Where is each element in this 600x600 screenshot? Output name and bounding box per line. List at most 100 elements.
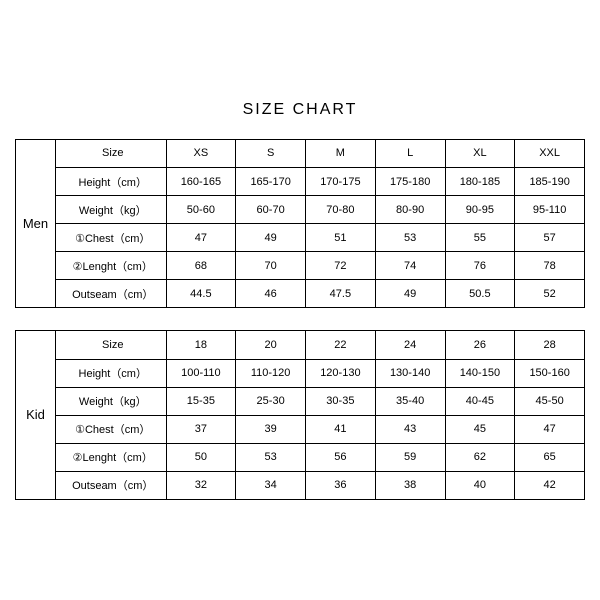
cell: 50 [166, 443, 236, 471]
cell: 165-170 [236, 168, 306, 196]
cell: 140-150 [445, 359, 515, 387]
cell: 90-95 [445, 196, 515, 224]
cell: 38 [375, 471, 445, 499]
cell: 53 [375, 224, 445, 252]
cell: 52 [515, 280, 585, 308]
cell: 25-30 [236, 387, 306, 415]
cell: 72 [306, 252, 376, 280]
table-row: Height（cm）100-110110-120120-130130-14014… [56, 359, 585, 387]
cell: 46 [236, 280, 306, 308]
cell: 49 [375, 280, 445, 308]
cell: 40 [445, 471, 515, 499]
cell: 62 [445, 443, 515, 471]
cell: 42 [515, 471, 585, 499]
row-label: ①Chest（cm） [56, 415, 166, 443]
cell: 40-45 [445, 387, 515, 415]
cell: 120-130 [306, 359, 376, 387]
men-chart: Men SizeXSSMLXLXXLHeight（cm）160-165165-1… [15, 139, 585, 309]
cell: 70-80 [306, 196, 376, 224]
men-table: SizeXSSMLXLXXLHeight（cm）160-165165-17017… [56, 140, 585, 309]
cell: 110-120 [236, 359, 306, 387]
cell: 80-90 [375, 196, 445, 224]
cell: 57 [515, 224, 585, 252]
cell: S [236, 140, 306, 168]
cell: 56 [306, 443, 376, 471]
cell: 18 [166, 331, 236, 359]
table-row: ①Chest（cm）474951535557 [56, 224, 585, 252]
table-row: SizeXSSMLXLXXL [56, 140, 585, 168]
table-row: Size182022242628 [56, 331, 585, 359]
cell: 28 [515, 331, 585, 359]
table-row: Outseam（cm）323436384042 [56, 471, 585, 499]
table-row: ②Lenght（cm）505356596265 [56, 443, 585, 471]
cell: XS [166, 140, 236, 168]
cell: 185-190 [515, 168, 585, 196]
row-label: Height（cm） [56, 168, 166, 196]
cell: 150-160 [515, 359, 585, 387]
table-row: Weight（kg）50-6060-7070-8080-9090-9595-11… [56, 196, 585, 224]
cell: 26 [445, 331, 515, 359]
cell: 180-185 [445, 168, 515, 196]
kid-chart: Kid Size182022242628Height（cm）100-110110… [15, 330, 585, 500]
cell: 45-50 [515, 387, 585, 415]
row-label: ②Lenght（cm） [56, 443, 166, 471]
cell: 51 [306, 224, 376, 252]
cell: 50.5 [445, 280, 515, 308]
cell: 100-110 [166, 359, 236, 387]
row-label: Size [56, 140, 166, 168]
cell: XL [445, 140, 515, 168]
cell: M [306, 140, 376, 168]
row-label: ①Chest（cm） [56, 224, 166, 252]
row-label: Weight（kg） [56, 196, 166, 224]
kid-table-wrap: Size182022242628Height（cm）100-110110-120… [56, 331, 585, 500]
table-row: Outseam（cm）44.54647.54950.552 [56, 280, 585, 308]
cell: 15-35 [166, 387, 236, 415]
cell: 78 [515, 252, 585, 280]
cell: 95-110 [515, 196, 585, 224]
row-label: Height（cm） [56, 359, 166, 387]
cell: 76 [445, 252, 515, 280]
row-label: Outseam（cm） [56, 280, 166, 308]
chart-title: SIZE CHART [15, 101, 585, 119]
cell: 39 [236, 415, 306, 443]
cell: XXL [515, 140, 585, 168]
kid-table: Size182022242628Height（cm）100-110110-120… [56, 331, 585, 500]
cell: 20 [236, 331, 306, 359]
men-table-wrap: SizeXSSMLXLXXLHeight（cm）160-165165-17017… [56, 140, 585, 309]
cell: 30-35 [306, 387, 376, 415]
cell: 24 [375, 331, 445, 359]
row-label: ②Lenght（cm） [56, 252, 166, 280]
table-row: ①Chest（cm）373941434547 [56, 415, 585, 443]
cell: 65 [515, 443, 585, 471]
row-label: Size [56, 331, 166, 359]
cell: 43 [375, 415, 445, 443]
cell: 130-140 [375, 359, 445, 387]
cell: 47 [166, 224, 236, 252]
cell: 37 [166, 415, 236, 443]
row-label: Outseam（cm） [56, 471, 166, 499]
cell: 50-60 [166, 196, 236, 224]
cell: 47 [515, 415, 585, 443]
section-label-kid: Kid [16, 331, 56, 500]
table-row: ②Lenght（cm）687072747678 [56, 252, 585, 280]
cell: 34 [236, 471, 306, 499]
cell: 41 [306, 415, 376, 443]
cell: 35-40 [375, 387, 445, 415]
cell: 60-70 [236, 196, 306, 224]
cell: L [375, 140, 445, 168]
cell: 47.5 [306, 280, 376, 308]
cell: 49 [236, 224, 306, 252]
cell: 36 [306, 471, 376, 499]
cell: 170-175 [306, 168, 376, 196]
section-label-men: Men [16, 140, 56, 309]
table-row: Weight（kg）15-3525-3030-3535-4040-4545-50 [56, 387, 585, 415]
cell: 53 [236, 443, 306, 471]
cell: 32 [166, 471, 236, 499]
cell: 44.5 [166, 280, 236, 308]
cell: 160-165 [166, 168, 236, 196]
cell: 55 [445, 224, 515, 252]
cell: 45 [445, 415, 515, 443]
cell: 59 [375, 443, 445, 471]
cell: 74 [375, 252, 445, 280]
cell: 22 [306, 331, 376, 359]
